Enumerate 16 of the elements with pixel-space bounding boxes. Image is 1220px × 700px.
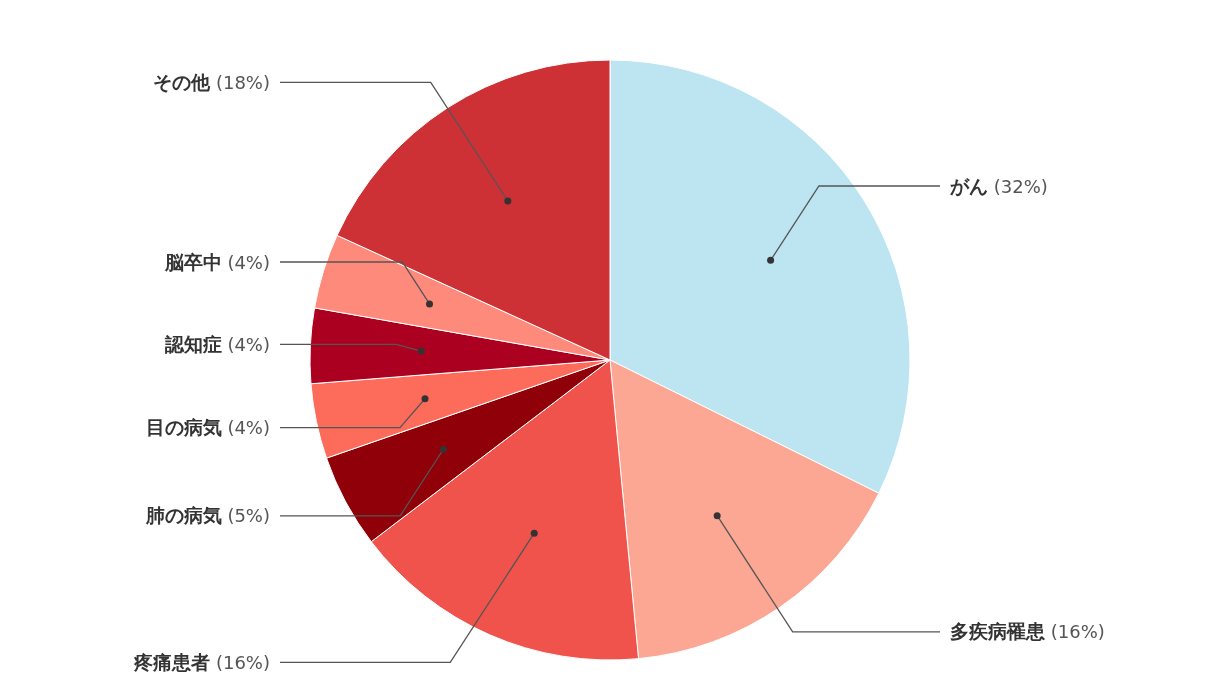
data-label: (16%) bbox=[1045, 621, 1105, 643]
slice-label: がん bbox=[949, 174, 988, 197]
slice-label: 肺の病気 bbox=[144, 504, 222, 527]
slice-label: 疼痛患者 bbox=[133, 650, 211, 673]
data-label: (18%) bbox=[210, 72, 270, 94]
data-label: (4%) bbox=[221, 333, 270, 355]
data-label: (5%) bbox=[221, 505, 270, 527]
data-label: (32%) bbox=[988, 175, 1048, 197]
slice-label: 目の病気 bbox=[145, 416, 222, 439]
data-label: (4%) bbox=[221, 417, 270, 439]
slice-label: その他 bbox=[153, 71, 212, 94]
data-label: (16%) bbox=[210, 651, 270, 673]
slice-label: 認知症 bbox=[163, 332, 222, 355]
data-label: (4%) bbox=[221, 251, 270, 273]
slice-label: 脳卒中 bbox=[163, 250, 222, 273]
slice-label: 多疾病罹患 bbox=[950, 620, 1046, 643]
